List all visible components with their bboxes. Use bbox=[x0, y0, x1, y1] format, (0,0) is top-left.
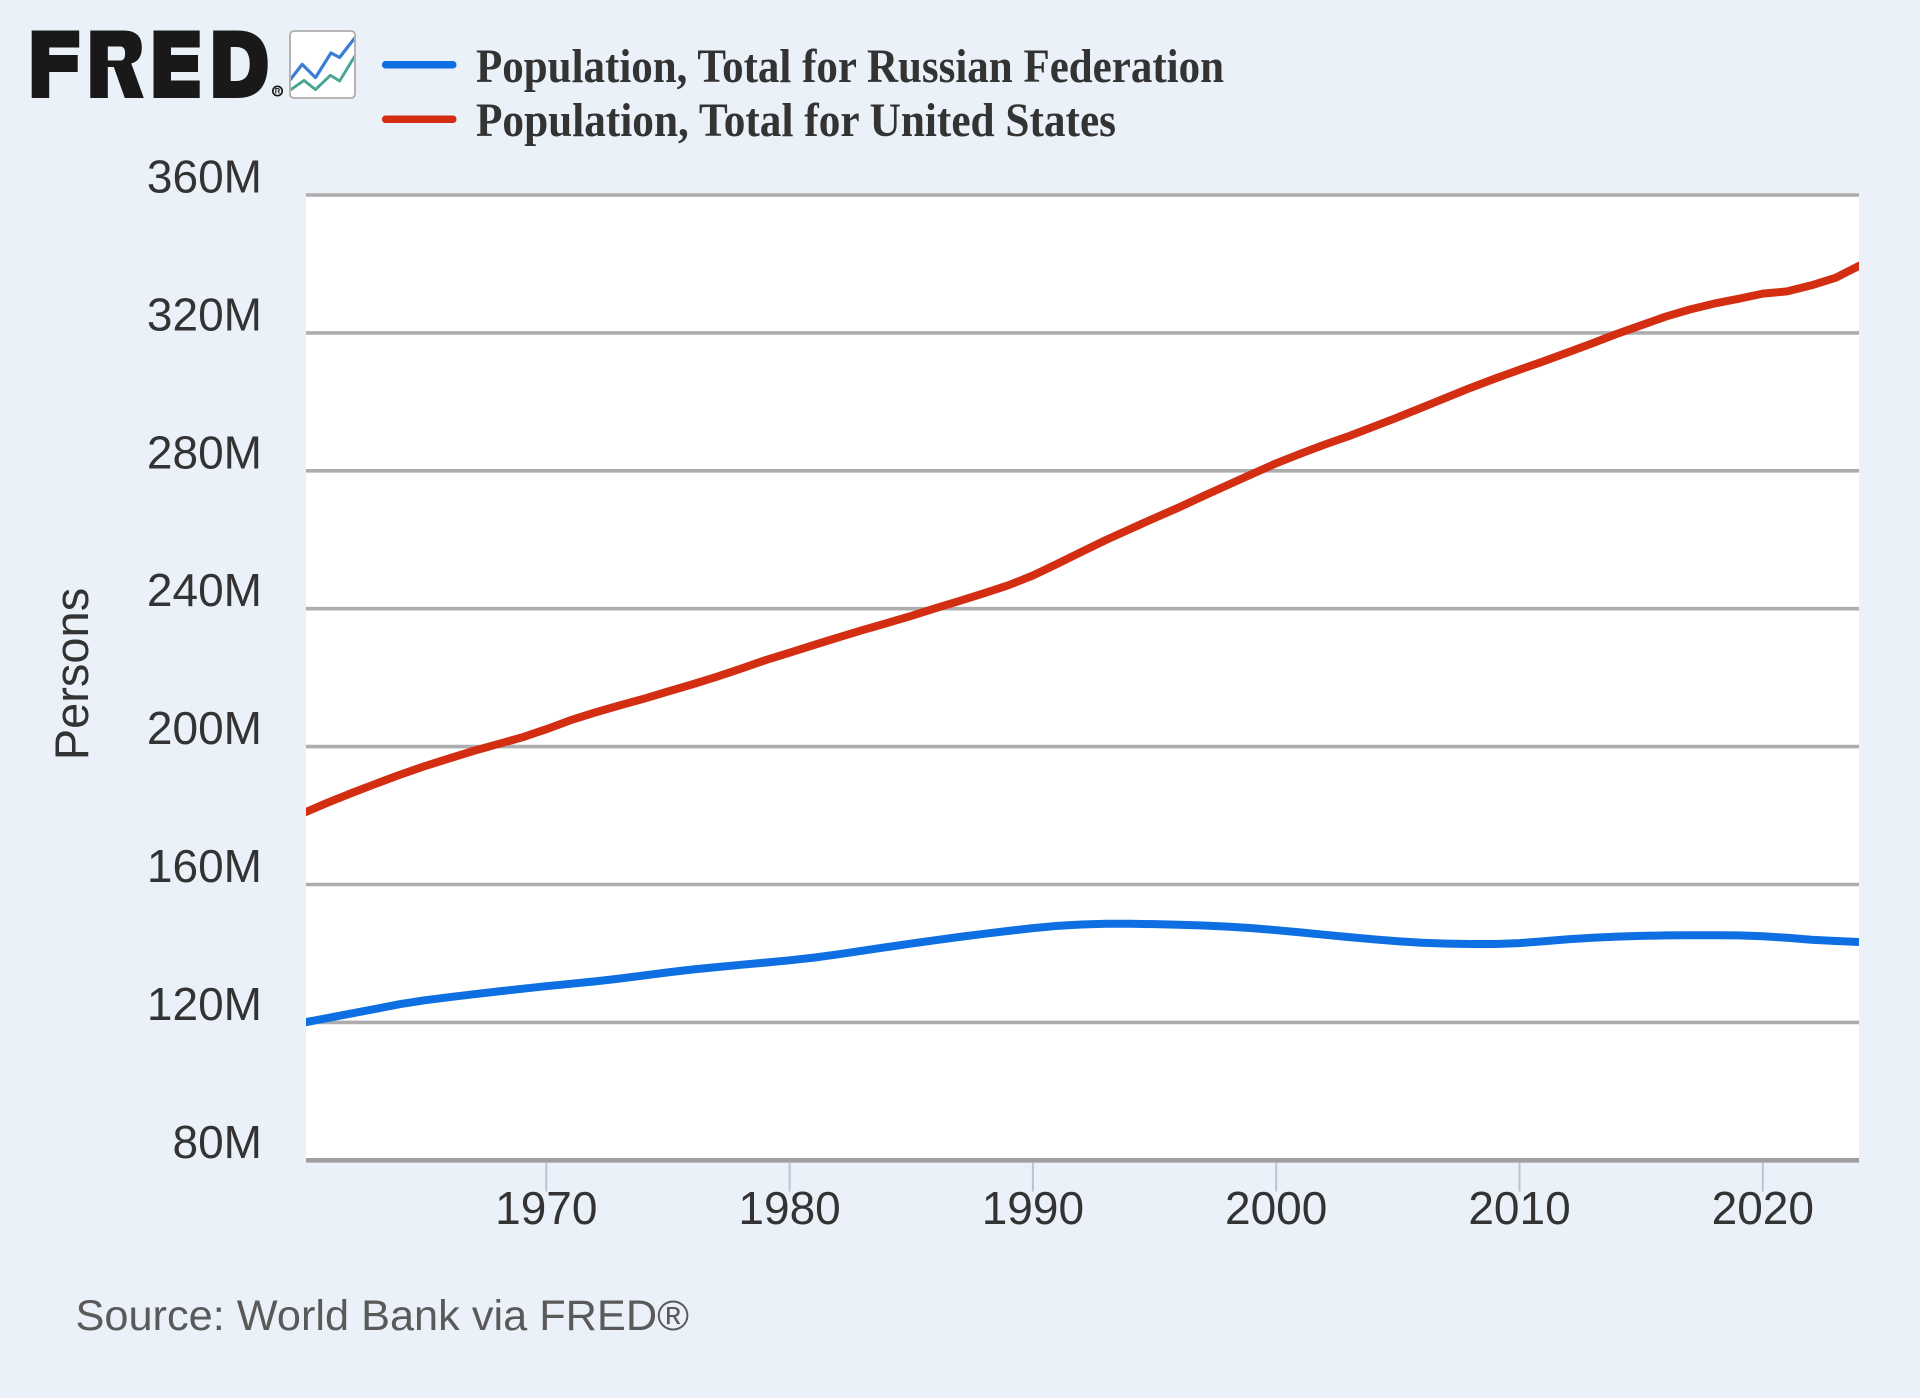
svg-text:320M: 320M bbox=[147, 288, 262, 340]
svg-text:Population, Total for Russian: Population, Total for Russian Federation bbox=[476, 41, 1224, 93]
svg-text:1980: 1980 bbox=[738, 1182, 840, 1234]
svg-text:120M: 120M bbox=[147, 978, 262, 1030]
svg-text:Source: World Bank via FRED®: Source: World Bank via FRED® bbox=[76, 1292, 690, 1340]
svg-text:200M: 200M bbox=[147, 702, 262, 754]
svg-text:Population, Total for United S: Population, Total for United States bbox=[476, 95, 1116, 147]
svg-text:240M: 240M bbox=[147, 564, 262, 616]
svg-text:80M: 80M bbox=[173, 1116, 262, 1168]
svg-text:280M: 280M bbox=[147, 426, 262, 478]
svg-text:1970: 1970 bbox=[495, 1182, 597, 1234]
svg-text:1990: 1990 bbox=[982, 1182, 1084, 1234]
svg-text:Persons: Persons bbox=[45, 588, 98, 760]
svg-text:2020: 2020 bbox=[1712, 1182, 1814, 1234]
svg-text:160M: 160M bbox=[147, 840, 262, 892]
svg-text:360M: 360M bbox=[147, 151, 262, 203]
svg-text:2010: 2010 bbox=[1468, 1182, 1570, 1234]
svg-text:2000: 2000 bbox=[1225, 1182, 1327, 1234]
